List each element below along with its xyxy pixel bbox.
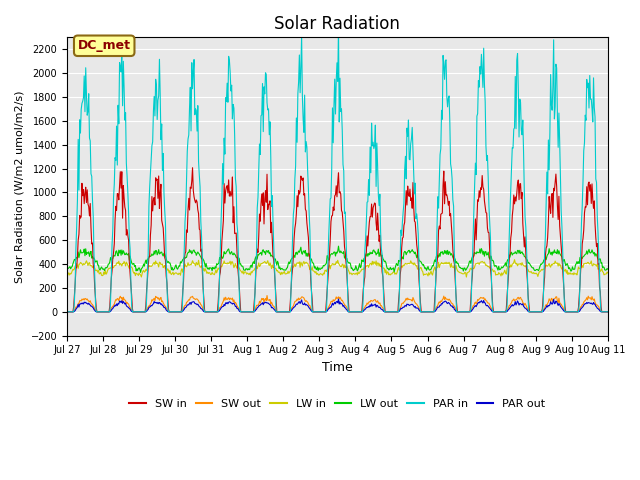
LW out	[63, 267, 71, 273]
SW out	[184, 299, 191, 305]
SW in	[73, 264, 81, 270]
SW in	[420, 309, 428, 315]
PAR in	[212, 309, 220, 315]
LW in	[129, 265, 136, 271]
PAR out	[420, 309, 428, 315]
Title: Solar Radiation: Solar Radiation	[275, 15, 400, 33]
LW in	[63, 270, 71, 276]
PAR out	[73, 305, 81, 311]
Line: LW in: LW in	[67, 260, 608, 277]
LW out	[404, 248, 412, 253]
Line: PAR in: PAR in	[67, 28, 608, 312]
PAR in	[335, 25, 342, 31]
SW out	[212, 309, 220, 315]
SW in	[63, 309, 71, 315]
PAR in	[184, 148, 191, 154]
X-axis label: Time: Time	[322, 361, 353, 374]
Line: PAR out: PAR out	[67, 299, 608, 312]
LW in	[212, 267, 220, 273]
Line: SW out: SW out	[67, 296, 608, 312]
PAR out	[184, 302, 191, 308]
PAR in	[420, 309, 428, 315]
SW in	[404, 183, 412, 189]
SW in	[189, 165, 196, 170]
Text: DC_met: DC_met	[77, 39, 131, 52]
SW out	[404, 295, 412, 301]
LW in	[463, 274, 470, 280]
SW out	[604, 309, 612, 315]
LW out	[184, 250, 192, 255]
SW in	[129, 306, 136, 312]
LW in	[604, 270, 612, 276]
SW in	[184, 229, 191, 235]
LW in	[184, 263, 191, 268]
LW out	[137, 269, 145, 275]
PAR in	[63, 309, 71, 315]
PAR out	[129, 309, 136, 315]
LW in	[73, 261, 81, 266]
SW out	[63, 309, 71, 315]
LW out	[212, 261, 220, 266]
PAR out	[604, 309, 612, 315]
PAR out	[63, 309, 71, 315]
LW out	[420, 264, 428, 270]
Legend: SW in, SW out, LW in, LW out, PAR in, PAR out: SW in, SW out, LW in, LW out, PAR in, PA…	[125, 395, 550, 414]
PAR in	[73, 223, 81, 229]
PAR in	[404, 133, 412, 139]
SW in	[604, 309, 612, 315]
LW out	[604, 266, 612, 272]
PAR out	[212, 309, 220, 315]
LW in	[403, 261, 411, 267]
SW in	[212, 309, 220, 315]
SW out	[263, 293, 271, 299]
LW in	[419, 269, 427, 275]
PAR out	[335, 296, 342, 302]
PAR in	[129, 309, 136, 315]
LW out	[129, 262, 136, 267]
LW out	[73, 254, 81, 260]
SW out	[129, 309, 136, 314]
PAR in	[604, 309, 612, 315]
LW in	[511, 257, 518, 263]
PAR out	[404, 301, 412, 307]
SW out	[420, 309, 428, 315]
Line: LW out: LW out	[67, 246, 608, 272]
SW out	[73, 304, 81, 310]
Y-axis label: Solar Radiation (W/m2 umol/m2/s): Solar Radiation (W/m2 umol/m2/s)	[15, 90, 25, 283]
LW out	[335, 243, 342, 249]
Line: SW in: SW in	[67, 168, 608, 312]
